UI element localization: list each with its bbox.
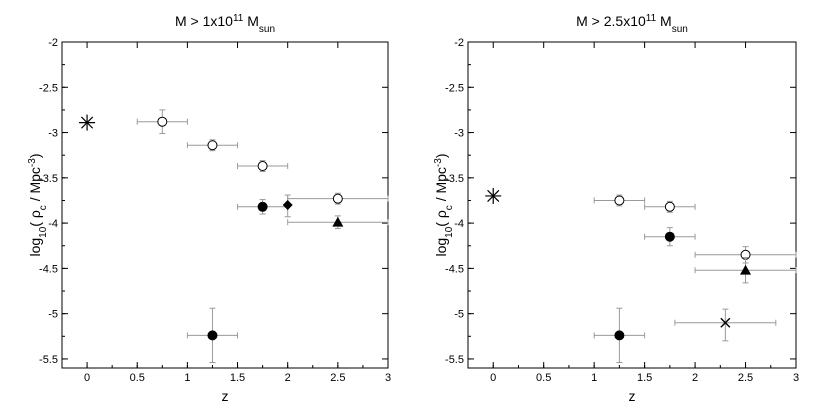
chart-title: M > 2.5x1011 Msun xyxy=(576,13,688,35)
y-tick-label: -2.5 xyxy=(445,82,464,94)
data-point-open-circle xyxy=(207,140,218,151)
data-point-open-circle xyxy=(157,116,168,127)
error-bar xyxy=(674,308,777,342)
y-tick-label: -4 xyxy=(454,218,464,230)
data-point-filled-circle xyxy=(257,201,268,212)
x-tick-label: 1.5 xyxy=(637,372,652,384)
y-tick-label: -4.5 xyxy=(39,263,58,275)
x-tick-label: 1.5 xyxy=(230,372,245,384)
plot-frame xyxy=(467,41,797,369)
y-axis-label: log10( ρc / Mpc-3) xyxy=(433,153,455,256)
x-tick-label: 1 xyxy=(184,372,190,384)
data-point-filled-circle xyxy=(664,231,675,242)
y-tick-label: -2 xyxy=(48,37,58,49)
x-tick-label: 2 xyxy=(692,372,698,384)
data-point-asterisk xyxy=(79,114,96,131)
data-point-open-circle xyxy=(664,201,675,212)
y-tick-label: -2 xyxy=(454,37,464,49)
y-tick-label: -5.5 xyxy=(39,354,58,366)
data-point-filled-triangle xyxy=(740,264,752,275)
x-tick-label: 0 xyxy=(84,372,90,384)
data-point-cross xyxy=(720,317,731,328)
data-point-filled-triangle xyxy=(332,216,344,227)
y-tick-label: -3 xyxy=(48,128,58,140)
x-tick-label: 2 xyxy=(285,372,291,384)
x-tick-label: 2.5 xyxy=(330,372,345,384)
x-axis-label: z xyxy=(629,388,636,404)
y-tick-label: -3 xyxy=(454,128,464,140)
chart-title: M > 1x1011 Msun xyxy=(175,13,275,35)
data-point-filled-circle xyxy=(614,330,625,341)
y-tick-label: -4.5 xyxy=(445,263,464,275)
y-tick-label: -5.5 xyxy=(445,354,464,366)
data-point-open-circle xyxy=(257,161,268,172)
x-tick-label: 0.5 xyxy=(536,372,551,384)
x-axis-label: z xyxy=(222,388,229,404)
y-tick-label: -3.5 xyxy=(39,173,58,185)
data-point-open-circle xyxy=(614,195,625,206)
y-tick-label: -2.5 xyxy=(39,82,58,94)
data-point-filled-circle xyxy=(207,330,218,341)
x-tick-label: 3 xyxy=(793,372,799,384)
data-point-asterisk xyxy=(485,187,502,204)
y-tick-label: -4 xyxy=(48,218,58,230)
x-tick-label: 0.5 xyxy=(130,372,145,384)
data-point-open-circle xyxy=(332,193,343,204)
data-point-filled-diamond xyxy=(282,200,293,210)
y-tick-label: -5 xyxy=(454,309,464,321)
x-tick-label: 2.5 xyxy=(738,372,753,384)
chart-panel-2: 0 0.5 1 1.5 2 2.5 3 -2 -2.5 -3 -3.5 -4 -4.5 -5 -5.5 M >… xyxy=(433,13,800,405)
y-tick-label: -5 xyxy=(48,309,58,321)
chart-panel-1: 0 0.5 1 1.5 2 2.5 3 -2 -2.5 -3 -3.5 -4 -4.5 -5 -5.5 M >… xyxy=(27,13,392,405)
x-tick-label: 3 xyxy=(385,372,391,384)
x-tick-label: 1 xyxy=(591,372,597,384)
plot-frame xyxy=(61,41,389,369)
x-tick-label: 0 xyxy=(490,372,496,384)
y-tick-label: -3.5 xyxy=(445,173,464,185)
y-axis-label: log10( ρc / Mpc-3) xyxy=(27,153,49,256)
